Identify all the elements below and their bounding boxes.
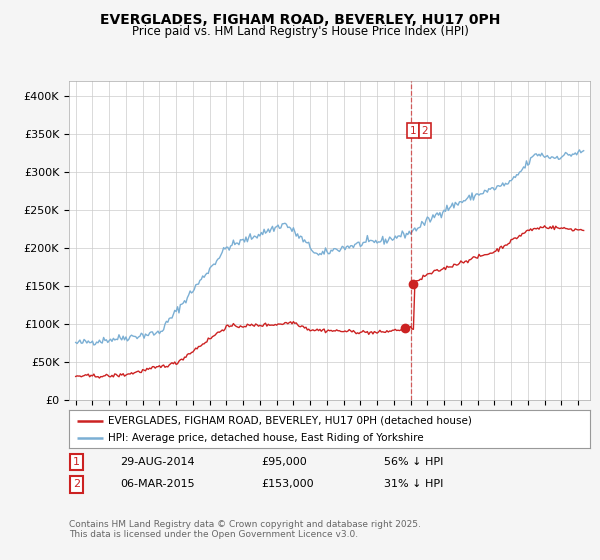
Text: 06-MAR-2015: 06-MAR-2015 (120, 479, 194, 489)
Text: EVERGLADES, FIGHAM ROAD, BEVERLEY, HU17 0PH (detached house): EVERGLADES, FIGHAM ROAD, BEVERLEY, HU17 … (108, 416, 472, 426)
Text: 31% ↓ HPI: 31% ↓ HPI (384, 479, 443, 489)
Text: EVERGLADES, FIGHAM ROAD, BEVERLEY, HU17 0PH: EVERGLADES, FIGHAM ROAD, BEVERLEY, HU17 … (100, 13, 500, 27)
Text: HPI: Average price, detached house, East Riding of Yorkshire: HPI: Average price, detached house, East… (108, 433, 424, 444)
Text: 2: 2 (73, 479, 80, 489)
Text: 56% ↓ HPI: 56% ↓ HPI (384, 457, 443, 467)
Text: Contains HM Land Registry data © Crown copyright and database right 2025.
This d: Contains HM Land Registry data © Crown c… (69, 520, 421, 539)
Text: Price paid vs. HM Land Registry's House Price Index (HPI): Price paid vs. HM Land Registry's House … (131, 25, 469, 39)
Text: 2: 2 (422, 125, 428, 136)
Text: 1: 1 (410, 125, 416, 136)
Text: 29-AUG-2014: 29-AUG-2014 (120, 457, 194, 467)
Text: £95,000: £95,000 (261, 457, 307, 467)
Text: £153,000: £153,000 (261, 479, 314, 489)
Text: 1: 1 (73, 457, 80, 467)
